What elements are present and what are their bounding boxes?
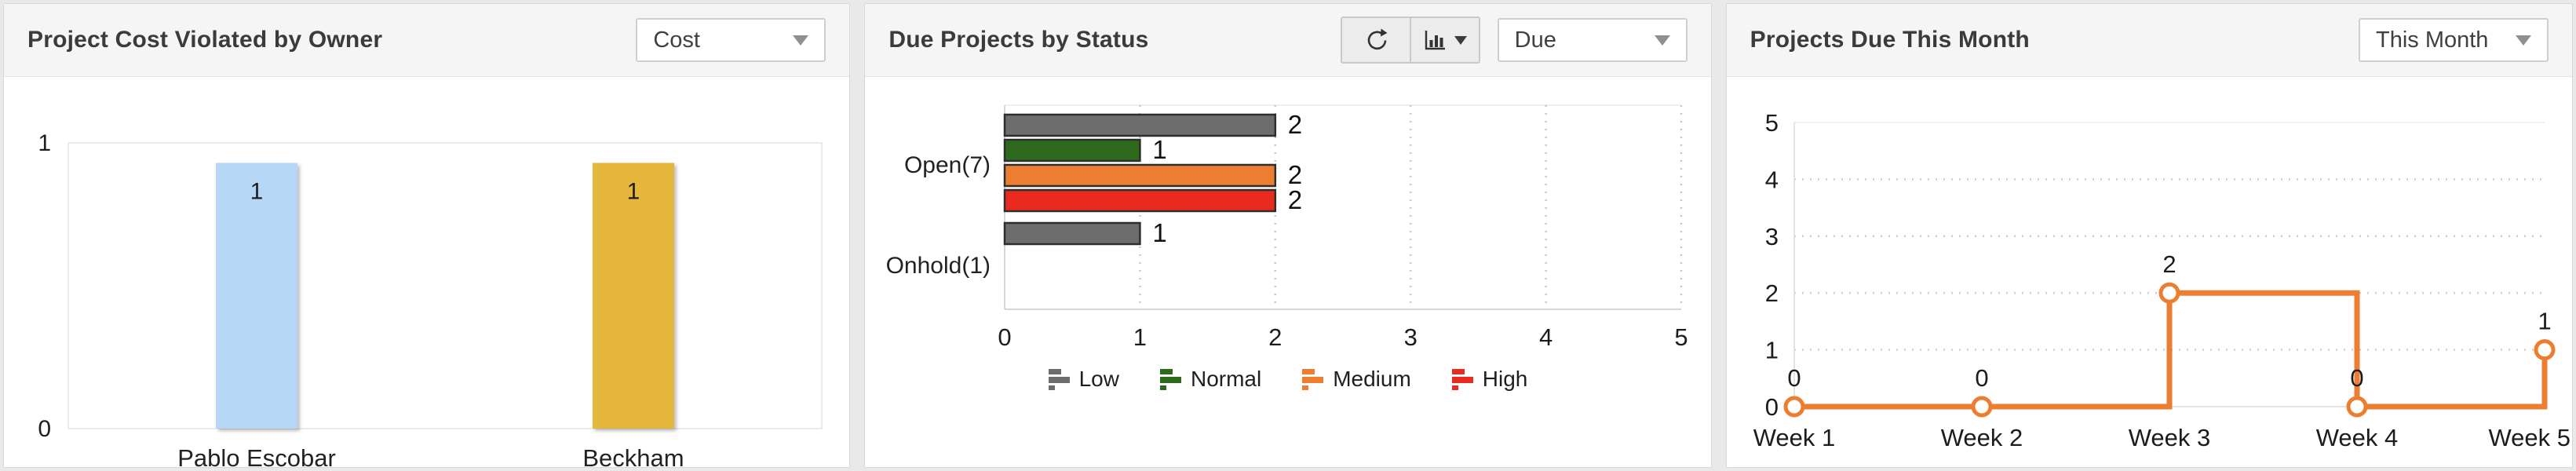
bar-medium-open-7[interactable]: [1004, 163, 1277, 188]
refresh-icon: [1367, 28, 1388, 50]
point-value-label: 0: [1975, 364, 1988, 392]
point-week-2[interactable]: [1971, 396, 1993, 418]
legend-label: Medium: [1333, 367, 1411, 391]
y-category-label: Open(7): [904, 152, 991, 178]
chart-legend: Low Normal Medium High: [1048, 367, 1528, 392]
y-tick-label: 0: [38, 416, 51, 442]
bar-value-label: 1: [627, 178, 640, 204]
panel-title: Due Projects by Status: [888, 27, 1149, 53]
bar-value-label: 1: [250, 178, 264, 204]
hbar-legend-icon: [1302, 369, 1324, 390]
chart-type-button[interactable]: [1409, 18, 1479, 62]
legend-item-medium[interactable]: Medium: [1302, 367, 1411, 392]
dropdown-value: This Month: [2375, 27, 2489, 53]
header-controls: This Month: [2358, 18, 2549, 62]
y-tick-label: 1: [38, 130, 51, 156]
legend-item-normal[interactable]: Normal: [1159, 367, 1262, 392]
legend-item-high[interactable]: High: [1451, 367, 1528, 392]
panel-body: 0 1 1 Pablo Escobar 1 Beckham: [4, 77, 849, 468]
x-tick-label: 3: [1404, 323, 1418, 351]
header-controls: Cost: [636, 18, 826, 62]
panel-project-cost-violated-by-owner: Project Cost Violated by Owner Cost 0 1 1 P…: [3, 3, 851, 468]
y-tick-label: 2: [1765, 279, 1779, 307]
point-week-1[interactable]: [1783, 396, 1805, 418]
x-category-label: Beckham: [583, 444, 684, 468]
panel-title: Projects Due This Month: [1750, 27, 2030, 53]
x-category-label: Week 1: [1753, 424, 1836, 451]
point-value-label: 1: [2538, 308, 2551, 335]
x-category-label: Week 5: [2488, 424, 2571, 451]
chart-toolbar: [1340, 16, 1480, 64]
refresh-button[interactable]: [1342, 18, 1410, 62]
this-month-dropdown[interactable]: This Month: [2358, 18, 2549, 62]
cost-dropdown[interactable]: Cost: [636, 18, 826, 62]
bar-normal-open-7[interactable]: [1004, 138, 1142, 162]
point-week-4[interactable]: [2346, 396, 2368, 418]
hbar-legend-icon: [1451, 369, 1473, 390]
dropdown-value: Due: [1514, 27, 1556, 53]
y-tick-label: 0: [1765, 393, 1779, 421]
legend-label: Low: [1078, 367, 1119, 391]
point-week-3[interactable]: [2158, 282, 2180, 304]
panel-header: Project Cost Violated by Owner Cost: [4, 4, 850, 77]
due-dropdown[interactable]: Due: [1497, 18, 1688, 62]
y-tick-label: 4: [1765, 166, 1779, 193]
plot-border: [68, 142, 823, 429]
hbar-legend-icon: [1159, 369, 1181, 390]
legend-item-low[interactable]: Low: [1048, 367, 1119, 392]
hbar-legend-icon: [1048, 369, 1070, 390]
bar-value-label: 1: [1153, 218, 1167, 247]
chevron-down-icon: [793, 35, 809, 46]
panel-body: 0 1 2 3 4 5 0 Week 1 0 Week 2 2 Week 3 0 Week 4 1 Week …: [1727, 77, 2572, 467]
x-category-label: Week 2: [1941, 424, 2023, 451]
x-tick-label: 0: [998, 323, 1012, 351]
dropdown-value: Cost: [653, 27, 700, 53]
bar-value-label: 2: [1288, 160, 1302, 189]
panel-title: Project Cost Violated by Owner: [27, 27, 383, 53]
bar-low-open-7[interactable]: [1004, 113, 1277, 137]
bar-chart-type-icon: [1425, 31, 1446, 50]
bar-value-label: 2: [1288, 110, 1302, 139]
y-category-label: Onhold(1): [886, 253, 991, 279]
chevron-down-icon: [1654, 35, 1670, 46]
bar-value-label: 2: [1288, 185, 1302, 214]
bar-beckham[interactable]: [593, 162, 675, 429]
chevron-down-icon: [2515, 35, 2531, 46]
y-tick-label: 1: [1765, 337, 1779, 364]
step-line: [1793, 290, 2548, 410]
chevron-down-icon: [1454, 35, 1468, 45]
x-category-label: Pablo Escobar: [177, 444, 336, 468]
panel-header: Projects Due This Month This Month: [1726, 4, 2572, 77]
y-tick-label: 3: [1765, 223, 1779, 250]
header-controls: Due: [1340, 16, 1688, 64]
legend-label: High: [1482, 367, 1528, 391]
x-tick-label: 1: [1133, 323, 1147, 351]
x-tick-label: 2: [1269, 323, 1283, 351]
panel-body: 0 1 2 3 4 5 2 1 2 2 Open(7) 1 Onhold(1) Low Normal Med…: [865, 77, 1710, 467]
panel-due-projects-by-status: Due Projects by Status: [864, 3, 1712, 468]
x-tick-label: 4: [1539, 323, 1553, 351]
bar-low-onhold-1[interactable]: [1004, 221, 1142, 246]
x-tick-label: 5: [1675, 323, 1688, 351]
x-category-label: Week 3: [2129, 424, 2211, 451]
point-value-label: 2: [2162, 250, 2176, 278]
legend-label: Normal: [1190, 367, 1262, 391]
bar-pablo-escobar[interactable]: [216, 162, 298, 429]
x-category-label: Week 4: [2316, 424, 2399, 451]
bar-value-label: 1: [1153, 135, 1167, 164]
y-tick-label: 5: [1765, 109, 1779, 137]
point-value-label: 0: [2350, 364, 2363, 392]
point-week-5[interactable]: [2534, 339, 2556, 361]
point-value-label: 0: [1787, 364, 1801, 392]
bar-high-open-7[interactable]: [1004, 188, 1277, 213]
panel-header: Due Projects by Status: [865, 4, 1711, 77]
cost-by-owner-bar-chart: 0 1 1 Pablo Escobar 1 Beckham: [38, 130, 823, 468]
